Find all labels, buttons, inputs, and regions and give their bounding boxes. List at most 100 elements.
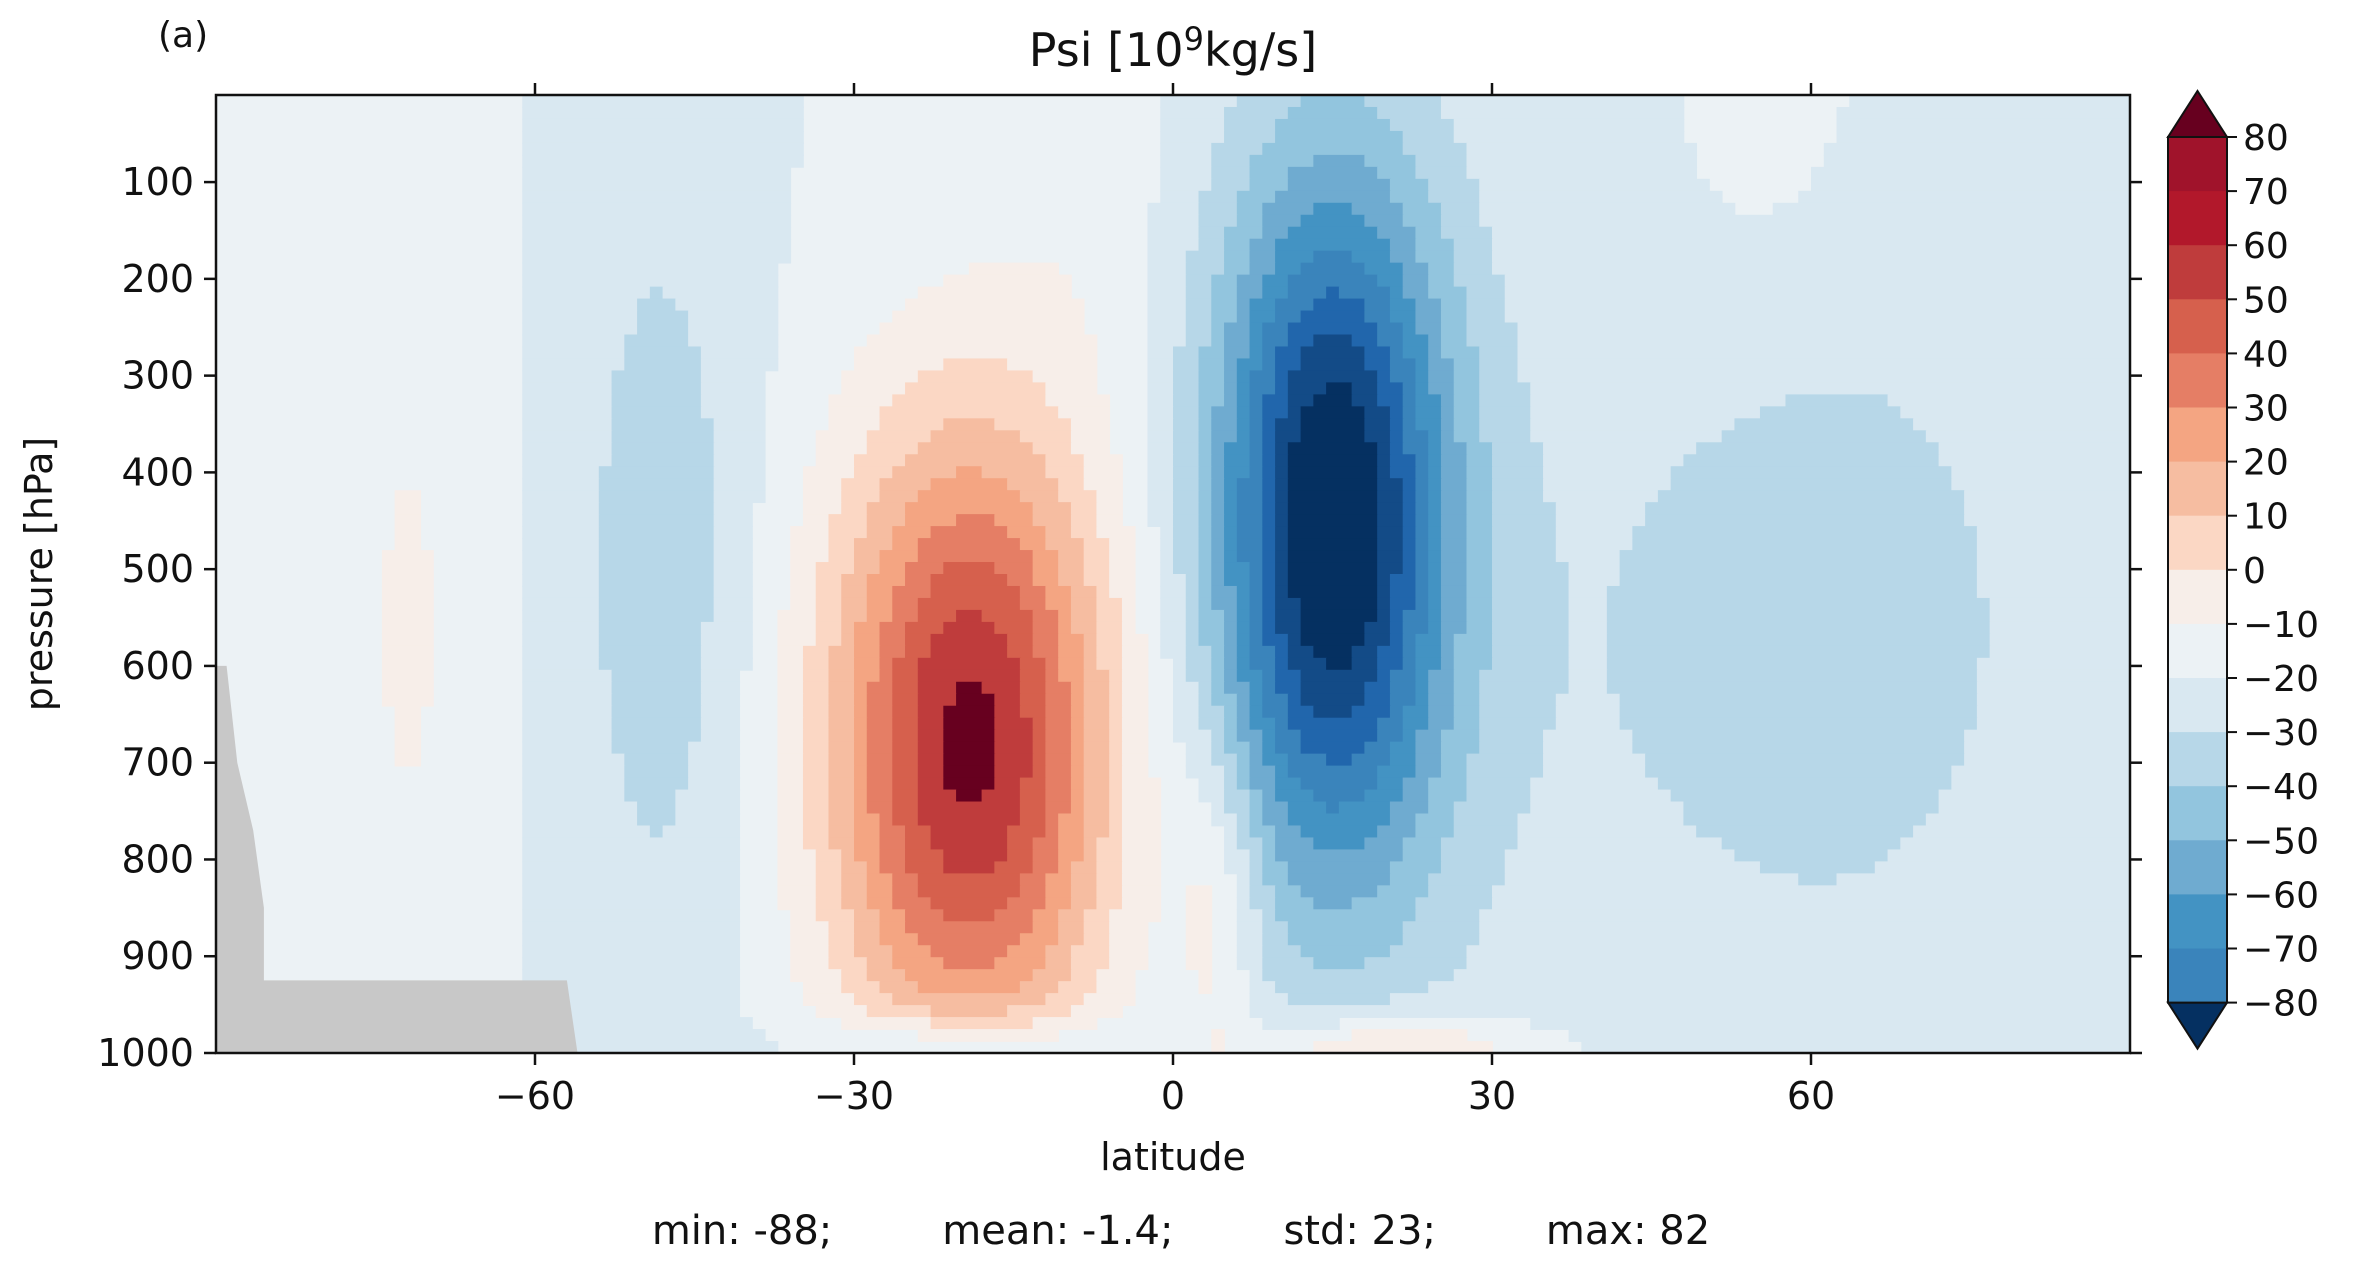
contour-cell <box>522 238 792 252</box>
contour-cell <box>522 490 600 504</box>
contour-cell <box>1300 741 1366 755</box>
contour-cell <box>1440 322 1468 336</box>
contour-cell <box>815 609 843 623</box>
contour-cell <box>1224 538 1238 551</box>
contour-cell <box>394 514 422 528</box>
contour-cell <box>1083 574 1111 587</box>
contour-cell <box>1249 609 1264 623</box>
contour-cell <box>1236 873 1251 887</box>
contour-cell <box>1721 430 1927 444</box>
colorbar-tick-label: 30 <box>2243 389 2289 430</box>
contour-cell <box>1925 430 2130 444</box>
contour-cell <box>1147 478 1174 492</box>
contour-cell <box>828 705 855 719</box>
contour-cell <box>994 957 1047 971</box>
contour-cell <box>1007 526 1047 539</box>
contour-cell <box>1313 334 1353 348</box>
contour-cell <box>1211 693 1238 707</box>
contour-cell <box>905 382 1047 396</box>
contour-cell <box>930 825 1009 839</box>
contour-cell <box>700 693 741 707</box>
contour-cell <box>777 849 817 863</box>
contour-cell <box>1262 466 1276 480</box>
contour-cell <box>1211 142 1264 156</box>
contour-cell <box>802 837 830 851</box>
contour-cell <box>1185 322 1213 336</box>
contour-cell <box>1428 442 1442 456</box>
contour-cell <box>1058 921 1085 935</box>
contour-cell <box>1224 562 1251 575</box>
contour-cell <box>1236 502 1264 516</box>
contour-cell <box>1466 789 1532 803</box>
contour-cell <box>1300 669 1379 683</box>
contour-cell <box>1109 753 1123 767</box>
contour-cell <box>854 538 894 551</box>
contour-cell <box>1938 442 2130 456</box>
contour-cell <box>1287 382 1328 396</box>
contour-cell <box>1173 526 1200 539</box>
contour-cell <box>1262 681 1276 695</box>
contour-cell <box>1198 190 1238 204</box>
contour-cell <box>1976 705 2130 719</box>
contour-cell <box>1275 118 1391 132</box>
contour-cell <box>930 645 1009 659</box>
contour-cell <box>1070 1005 1123 1018</box>
contour-cell <box>1160 190 1200 204</box>
contour-cell <box>828 657 855 671</box>
contour-cell <box>1389 633 1404 647</box>
contour-cell <box>394 729 422 743</box>
contour-cell <box>1249 885 1276 899</box>
stat-max-value: 82 <box>1659 1208 1711 1254</box>
contour-cell <box>956 466 983 480</box>
contour-cell <box>1262 502 1276 516</box>
contour-cell <box>1275 370 1289 384</box>
contour-cell <box>1236 95 1302 108</box>
contour-cell <box>1096 897 1123 911</box>
contour-cell <box>1198 406 1213 420</box>
contour-cell <box>1070 681 1085 695</box>
contour-cell <box>1415 370 1430 384</box>
contour-cell <box>1402 418 1417 432</box>
contour-cell <box>700 705 741 719</box>
contour-cell <box>1351 250 1391 264</box>
contour-cell <box>1466 454 1493 468</box>
contour-cell <box>1173 681 1200 695</box>
contour-cell <box>1300 406 1366 420</box>
contour-cell <box>905 921 1034 935</box>
contour-cell <box>1032 861 1060 875</box>
contour-cell <box>1492 585 1570 599</box>
contour-cell <box>1224 490 1238 504</box>
y-tick-label: 300 <box>121 354 194 398</box>
contour-cell <box>1211 597 1238 611</box>
contour-cell <box>1951 777 2130 791</box>
contour-cell <box>1160 118 1225 132</box>
contour-cell <box>1096 514 1123 528</box>
contour-cell <box>1364 298 1391 312</box>
contour-cell <box>917 538 1021 551</box>
contour-cell <box>1070 514 1098 528</box>
contour-cell <box>611 693 702 707</box>
contour-cell <box>688 777 741 791</box>
contour-cell <box>1479 741 1544 755</box>
contour-cell <box>1083 993 1136 1007</box>
contour-cell <box>1211 298 1238 312</box>
contour-cell <box>1428 370 1455 384</box>
contour-cell <box>1364 789 1404 803</box>
contour-cell <box>1555 514 1647 528</box>
colorbar: 80706050403020100−10−20−30−40−50−60−70−8… <box>2166 89 2319 1051</box>
contour-cell <box>1389 118 1455 132</box>
contour-cell <box>917 669 1021 683</box>
contour-cell <box>1262 454 1276 468</box>
contour-cell <box>1211 669 1225 683</box>
contour-cell <box>905 298 1085 312</box>
contour-cell <box>381 574 434 587</box>
contour-cell <box>1236 514 1264 528</box>
contour-cell <box>1198 514 1213 528</box>
contour-cell <box>522 322 638 336</box>
contour-cell <box>1224 849 1251 863</box>
contour-cell <box>1492 442 1544 456</box>
contour-cell <box>828 813 855 827</box>
contour-cell <box>1453 358 1481 372</box>
contour-cell <box>1262 693 1289 707</box>
contour-cell <box>1313 897 1353 911</box>
